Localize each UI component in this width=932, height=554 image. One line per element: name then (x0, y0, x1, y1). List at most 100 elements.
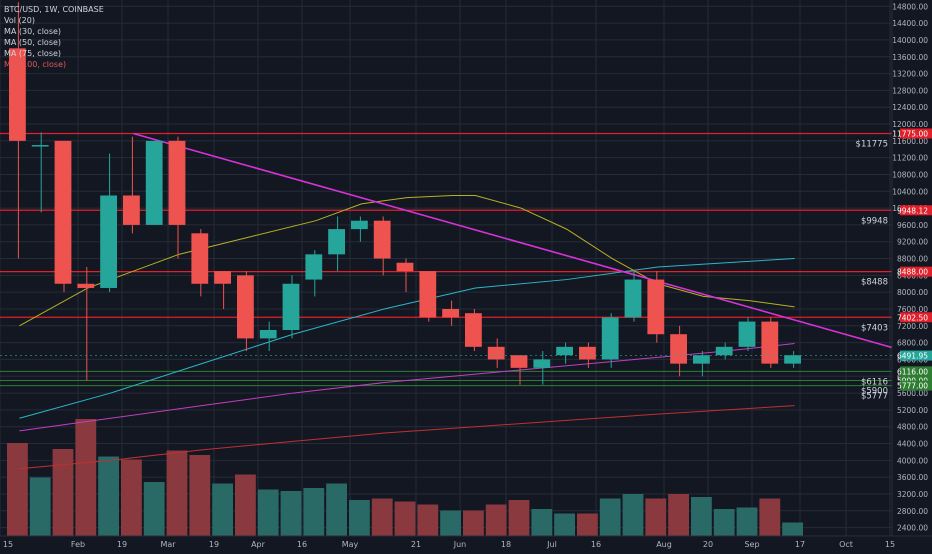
volume-bar (554, 513, 575, 536)
time-tick-label: Jul (546, 540, 557, 549)
time-tick-label: May (342, 540, 359, 549)
level-label: $5900 (861, 386, 888, 396)
volume-bar (349, 500, 370, 536)
volume-bar (622, 494, 644, 536)
candle (442, 300, 459, 326)
candle-body (328, 229, 345, 255)
time-tick-label: 17 (795, 540, 805, 549)
candle-body (579, 346, 596, 360)
candle (54, 140, 72, 293)
moving-average-line-3 (19, 342, 795, 432)
time-tick-label: 16 (297, 540, 307, 549)
candle (123, 136, 140, 234)
candle (465, 308, 482, 352)
candle (168, 136, 186, 259)
candle (533, 351, 551, 385)
candle (237, 271, 254, 352)
volume-bar (98, 456, 119, 536)
candle-body (624, 279, 642, 318)
candle-body (168, 140, 186, 225)
level-label: $7403 (861, 323, 888, 333)
candle (77, 266, 95, 381)
volume-bar (713, 509, 735, 536)
candle (259, 321, 277, 352)
candle (145, 140, 163, 225)
last-price-tag (900, 350, 932, 361)
level-label: $11775 (856, 139, 888, 149)
candle-body (670, 334, 687, 364)
price-tick-label: 3200.00 (897, 490, 928, 499)
price-tick-label: 12800.00 (892, 86, 928, 95)
volume-bar (212, 483, 233, 536)
price-tick-label: 8800.00 (897, 255, 928, 264)
candle-body (465, 313, 482, 347)
volume-bar (531, 509, 553, 536)
candle (282, 275, 300, 339)
candle (670, 325, 687, 377)
time-tick-label: 20 (703, 540, 713, 549)
candle-body (259, 330, 277, 339)
candle-body (761, 321, 779, 364)
candle-body (784, 355, 801, 364)
time-axis-background (0, 536, 932, 550)
candle (601, 313, 619, 368)
candle-body (123, 195, 140, 225)
volume-bar (508, 500, 530, 536)
candle-body (738, 321, 756, 347)
symbol-title[interactable]: BTC/USD, 1W, COINBASE (4, 5, 104, 14)
indicator-ma100[interactable]: MA (100, close) (4, 60, 67, 69)
candle-body (9, 48, 26, 141)
volume-bar (394, 501, 416, 536)
candle (738, 317, 756, 352)
level-price-tag-text: 7402.50 (897, 313, 928, 322)
indicator-ma30[interactable]: MA (30, close) (4, 27, 62, 36)
candle-body (556, 346, 573, 356)
time-tick-label: Apr (251, 540, 266, 549)
volume-bar (29, 477, 51, 536)
volume-bar (691, 497, 712, 536)
candle-body (191, 233, 209, 284)
candle-body (282, 283, 300, 331)
level-label: $9948 (861, 216, 888, 226)
time-tick-label: 21 (411, 540, 421, 549)
time-tick-label: Mar (160, 540, 176, 549)
time-tick-label: Feb (71, 540, 85, 549)
candle-body (237, 275, 254, 339)
price-tick-label: 2800.00 (897, 507, 928, 516)
indicator-volume[interactable]: Vol (20) (4, 16, 35, 25)
level-price-tag (900, 312, 932, 323)
level-price-tag (900, 128, 932, 139)
candle (351, 216, 368, 242)
price-tick-label: 4000.00 (897, 456, 928, 465)
candle-body (693, 355, 710, 364)
price-tick-label: 12000.00 (892, 120, 928, 129)
price-tick-label: 2400.00 (897, 524, 928, 533)
candle-body (145, 140, 163, 225)
volume-bar (463, 510, 484, 536)
trendline (133, 132, 898, 350)
candle (373, 216, 391, 276)
candle-body (351, 220, 368, 230)
volume-bar (7, 443, 28, 536)
moving-average-line-4 (19, 405, 795, 470)
level-label: $5777 (861, 392, 888, 402)
candle (556, 342, 573, 364)
time-tick-label: 15 (885, 540, 895, 549)
candle (761, 317, 779, 368)
price-tick-label: 8000.00 (897, 288, 928, 297)
candle (305, 250, 323, 297)
indicator-ma75[interactable]: MA (75, close) (4, 49, 62, 58)
time-tick-label: 19 (117, 540, 127, 549)
level-price-tag-text: 8488.00 (897, 268, 928, 277)
candle (487, 338, 505, 368)
volume-bar (143, 482, 165, 536)
price-tick-label: 10400.00 (892, 187, 928, 196)
price-tick-label: 5200.00 (897, 406, 928, 415)
candle-body (487, 346, 505, 360)
time-tick-label: 19 (209, 540, 219, 549)
indicator-ma50[interactable]: MA (50, close) (4, 38, 62, 47)
volume-bar (736, 507, 758, 536)
volume-bar (121, 459, 142, 536)
